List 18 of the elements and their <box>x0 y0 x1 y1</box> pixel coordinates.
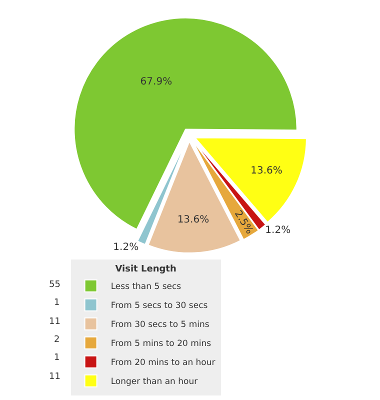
legend-label: From 5 secs to 30 secs <box>110 301 208 312</box>
data-label: 13.6% <box>250 165 282 176</box>
text: 2 <box>54 335 60 345</box>
text: 11 <box>49 372 60 382</box>
legend-label: From 30 secs to 5 mins <box>110 320 210 330</box>
text: 55 <box>49 280 60 290</box>
data-label: 1.2% <box>113 242 139 253</box>
legend-label: Longer than an hour <box>110 377 198 388</box>
legend-title: Visit Length <box>115 264 176 274</box>
text: 1 <box>54 353 60 363</box>
text: 11 <box>49 317 60 327</box>
legend-label: From 20 mins to an hour <box>110 358 216 368</box>
text: 1 <box>54 298 60 308</box>
data-label: 13.6% <box>177 214 210 226</box>
legend-label: Less than 5 secs <box>110 282 182 292</box>
data-label: 67.9% <box>140 76 172 88</box>
legend-label: From 5 mins to 20 mins <box>110 339 212 350</box>
data-label: 1.2% <box>265 225 291 236</box>
